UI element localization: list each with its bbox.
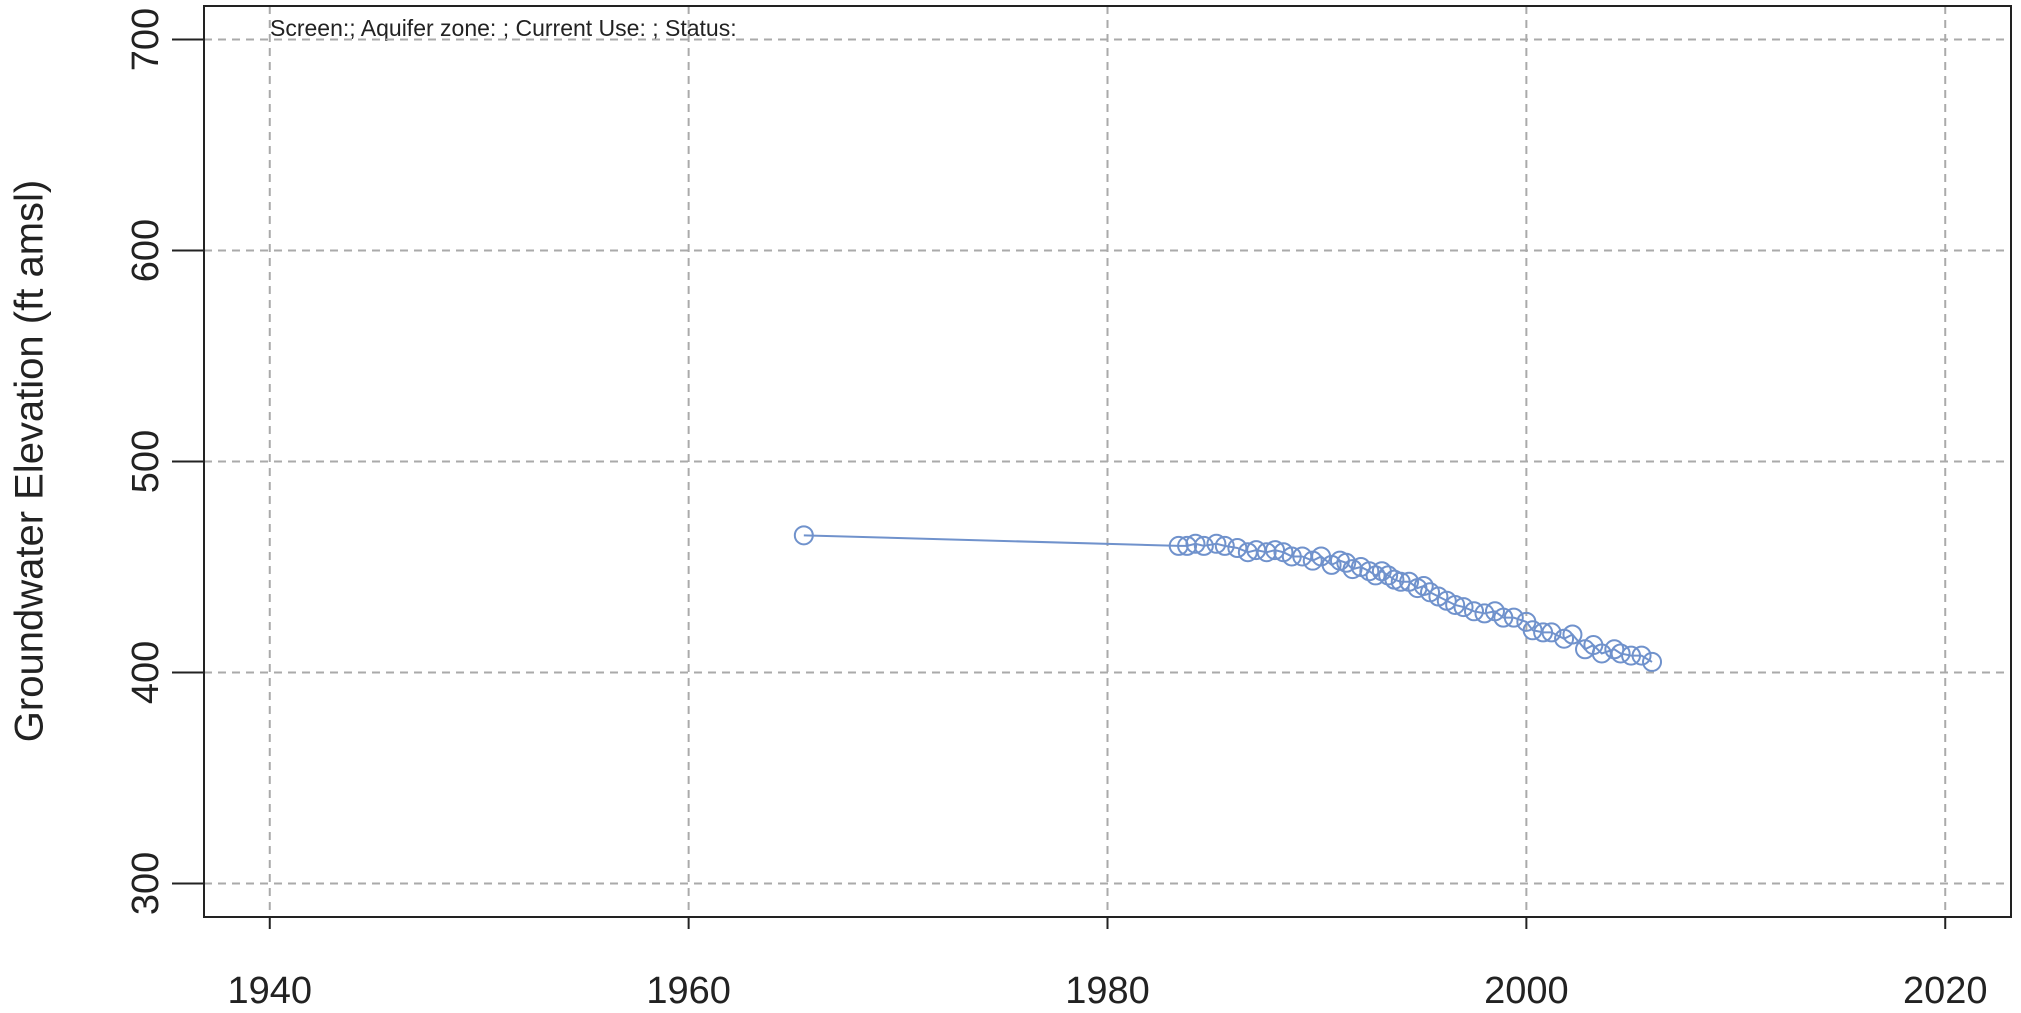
x-tick-label: 1940 [227,970,312,1012]
data-point [1562,624,1583,645]
data-point [1177,535,1198,556]
data-point [1522,620,1543,641]
data-point [1621,645,1642,666]
y-tick-label: 600 [125,219,167,282]
data-point [1642,651,1663,672]
data-point [1541,622,1562,643]
y-axis-label: Groundwater Elevation (ft amsl) [8,180,52,742]
data-point [1390,571,1411,592]
data-point [1604,639,1625,660]
data-point [1265,540,1286,561]
data-point [1206,533,1227,554]
data-point [1533,622,1554,643]
data-point [1493,607,1514,628]
data-point [1610,643,1631,664]
data-point [1413,575,1434,596]
data-point [1445,594,1466,615]
data-point [1214,535,1235,556]
data-point [1631,645,1652,666]
y-tick-label: 300 [125,852,167,915]
data-point [793,525,814,546]
data-point [1464,601,1485,622]
y-tick-label: 400 [125,641,167,704]
data-point [1227,538,1248,559]
y-tick-label: 500 [125,430,167,493]
data-point [1359,561,1380,582]
data-point [1256,542,1277,563]
x-tick-label: 1980 [1065,970,1150,1012]
data-point [1185,533,1206,554]
data-point [1365,565,1386,586]
y-tick-label: 700 [125,8,167,71]
data-point [1378,565,1399,586]
data-point [1336,552,1357,573]
annotation: Screen:; Aquifer zone: ; Current Use: ; … [270,15,737,41]
x-tick-label: 1960 [646,970,731,1012]
data-point [1453,597,1474,618]
data-point [1474,603,1495,624]
data-point [1193,535,1214,556]
data-point [1281,546,1302,567]
x-tick-label: 2020 [1903,970,1988,1012]
x-tick-label: 2000 [1484,970,1569,1012]
plot-frame [203,5,2012,918]
data-point [1503,607,1524,628]
